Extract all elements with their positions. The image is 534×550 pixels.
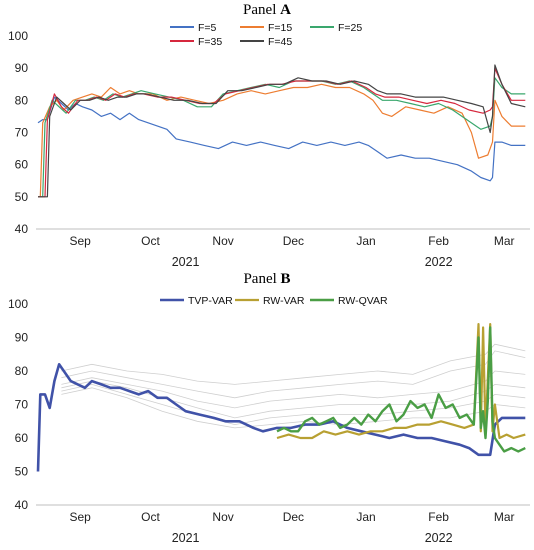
y-tick-label: 40: [15, 498, 29, 512]
y-tick-label: 50: [15, 190, 29, 204]
background-series-line: [61, 350, 526, 399]
x-tick-label: Feb: [428, 234, 449, 248]
x-tick-label: Mar: [494, 510, 515, 524]
legend-label: F=25: [338, 22, 362, 34]
x-tick-label: Oct: [141, 510, 160, 524]
y-tick-label: 40: [15, 222, 29, 236]
y-tick-label: 90: [15, 331, 29, 345]
year-label: 2022: [425, 255, 453, 269]
year-label: 2021: [172, 255, 200, 269]
legend-label: RW-QVAR: [338, 295, 388, 307]
series-line-f-45: [38, 64, 526, 198]
x-tick-label: Jan: [356, 234, 375, 248]
legend: TVP-VAR RW-VAR RW-QVAR: [160, 295, 388, 307]
year-label: 2021: [172, 531, 200, 545]
x-tick-label: Feb: [428, 510, 449, 524]
legend-label: F=5: [198, 22, 217, 34]
x-tick-label: Sep: [69, 510, 91, 524]
x-tick-label: Oct: [141, 234, 160, 248]
y-tick-label: 70: [15, 126, 29, 140]
y-tick-label: 50: [15, 465, 29, 479]
series-line-tvp-var: [36, 363, 526, 472]
legend-label: RW-VAR: [263, 295, 305, 307]
legend-label: F=15: [268, 22, 292, 34]
series-line-f-5: [37, 96, 526, 182]
panel-title-letter: A: [280, 2, 291, 18]
year-label: 2022: [425, 531, 453, 545]
x-tick-label: Nov: [212, 234, 233, 248]
x-tick-label: Nov: [212, 510, 233, 524]
y-tick-label: 90: [15, 61, 29, 75]
x-tick-label: Sep: [69, 234, 91, 248]
legend: F=5 F=15 F=25 F=35 F=45: [170, 22, 362, 48]
legend-label: F=35: [198, 36, 222, 48]
x-tick-label: Dec: [283, 234, 304, 248]
y-tick-label: 80: [15, 93, 29, 107]
panel-a: Panel A 40 50 60 70 80 90 100 Sep Oct Nov Dec Jan Feb…: [8, 2, 530, 269]
legend-label: TVP-VAR: [188, 295, 233, 307]
series-line-rw-qvar: [276, 326, 526, 453]
y-tick-label: 60: [15, 158, 29, 172]
panel-title: Panel B: [243, 271, 290, 287]
x-tick-label: Dec: [283, 510, 304, 524]
background-series-line: [61, 370, 526, 409]
panel-title-prefix: Panel: [243, 2, 280, 18]
panel-title-prefix: Panel: [243, 271, 280, 287]
y-tick-label: 80: [15, 364, 29, 378]
background-series-line: [61, 380, 526, 419]
panel-title: Panel A: [243, 2, 291, 18]
background-series-line: [61, 343, 526, 385]
x-tick-label: Mar: [494, 234, 515, 248]
series-line-f-25: [38, 77, 526, 198]
panel-title-letter: B: [281, 271, 291, 287]
y-tick-label: 70: [15, 398, 29, 412]
x-tick-label: Jan: [356, 510, 375, 524]
legend-label: F=45: [268, 36, 292, 48]
series-line-f-15: [38, 83, 526, 198]
y-tick-label: 60: [15, 431, 29, 445]
panel-b: Panel B 40 50 60 70 80 90 100 Sep Oct Nov Dec Jan Feb…: [8, 271, 530, 545]
y-tick-label: 100: [8, 297, 28, 311]
y-tick-label: 100: [8, 29, 28, 43]
